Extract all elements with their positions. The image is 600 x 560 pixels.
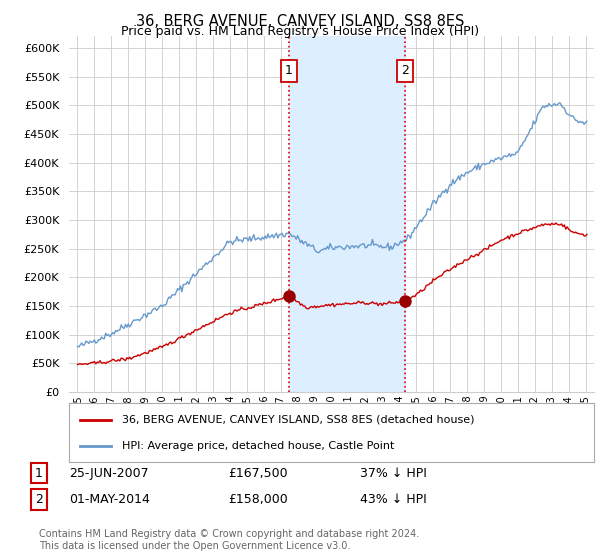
Text: 01-MAY-2014: 01-MAY-2014 <box>69 493 150 506</box>
Text: 36, BERG AVENUE, CANVEY ISLAND, SS8 8ES (detached house): 36, BERG AVENUE, CANVEY ISLAND, SS8 8ES … <box>121 414 474 424</box>
Text: 2: 2 <box>401 64 409 77</box>
Text: 1: 1 <box>35 466 43 480</box>
Bar <box>289 36 405 392</box>
Text: 25-JUN-2007: 25-JUN-2007 <box>69 466 149 480</box>
Text: Contains HM Land Registry data © Crown copyright and database right 2024.
This d: Contains HM Land Registry data © Crown c… <box>39 529 419 551</box>
Text: £158,000: £158,000 <box>228 493 288 506</box>
Text: 2: 2 <box>35 493 43 506</box>
Text: 36, BERG AVENUE, CANVEY ISLAND, SS8 8ES: 36, BERG AVENUE, CANVEY ISLAND, SS8 8ES <box>136 14 464 29</box>
Text: Price paid vs. HM Land Registry's House Price Index (HPI): Price paid vs. HM Land Registry's House … <box>121 25 479 38</box>
Text: 43% ↓ HPI: 43% ↓ HPI <box>360 493 427 506</box>
Text: £167,500: £167,500 <box>228 466 287 480</box>
Text: 1: 1 <box>285 64 293 77</box>
Text: 37% ↓ HPI: 37% ↓ HPI <box>360 466 427 480</box>
Text: HPI: Average price, detached house, Castle Point: HPI: Average price, detached house, Cast… <box>121 441 394 451</box>
